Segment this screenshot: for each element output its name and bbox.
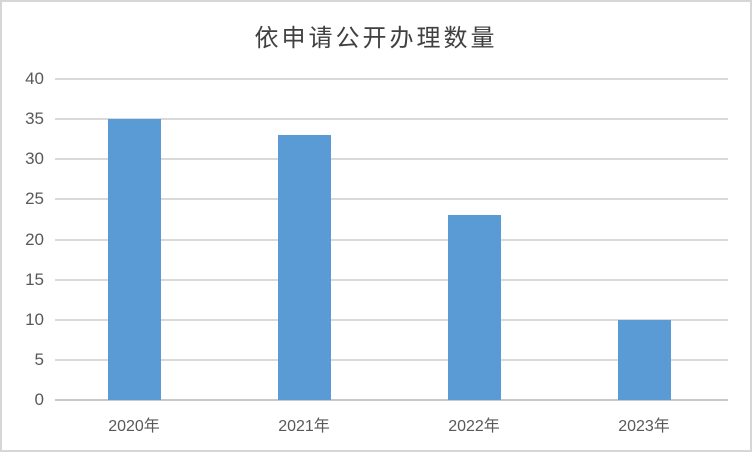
- y-tick-label: 30: [25, 149, 44, 169]
- x-tick-label: 2022年: [448, 418, 500, 435]
- y-tick-label: 10: [25, 309, 44, 329]
- gridline: [55, 318, 728, 321]
- x-tick-label: 2023年: [618, 418, 670, 435]
- gridline: [55, 278, 728, 281]
- gridline: [55, 118, 728, 121]
- x-tick-label: 2021年: [278, 418, 330, 435]
- bar-2020年: [107, 119, 161, 400]
- bar-2021年: [277, 135, 331, 400]
- gridline: [55, 358, 728, 361]
- x-axis-line: [55, 399, 728, 401]
- y-tick-label: 5: [34, 349, 44, 369]
- bar-2023年: [617, 319, 671, 400]
- y-tick-label: 35: [25, 109, 44, 129]
- gridline: [55, 198, 728, 201]
- y-tick-label: 20: [25, 229, 44, 249]
- bar-2022年: [447, 215, 501, 400]
- gridline: [55, 78, 728, 80]
- gridline: [55, 238, 728, 241]
- x-tick-label: 2020年: [108, 418, 160, 435]
- gridline: [55, 158, 728, 161]
- y-tick-label: 25: [25, 189, 44, 209]
- y-tick-label: 40: [25, 69, 44, 88]
- y-tick-label: 15: [25, 269, 44, 289]
- y-tick-label: 0: [34, 390, 44, 409]
- chart-title: 依申请公开办理数量: [254, 25, 498, 52]
